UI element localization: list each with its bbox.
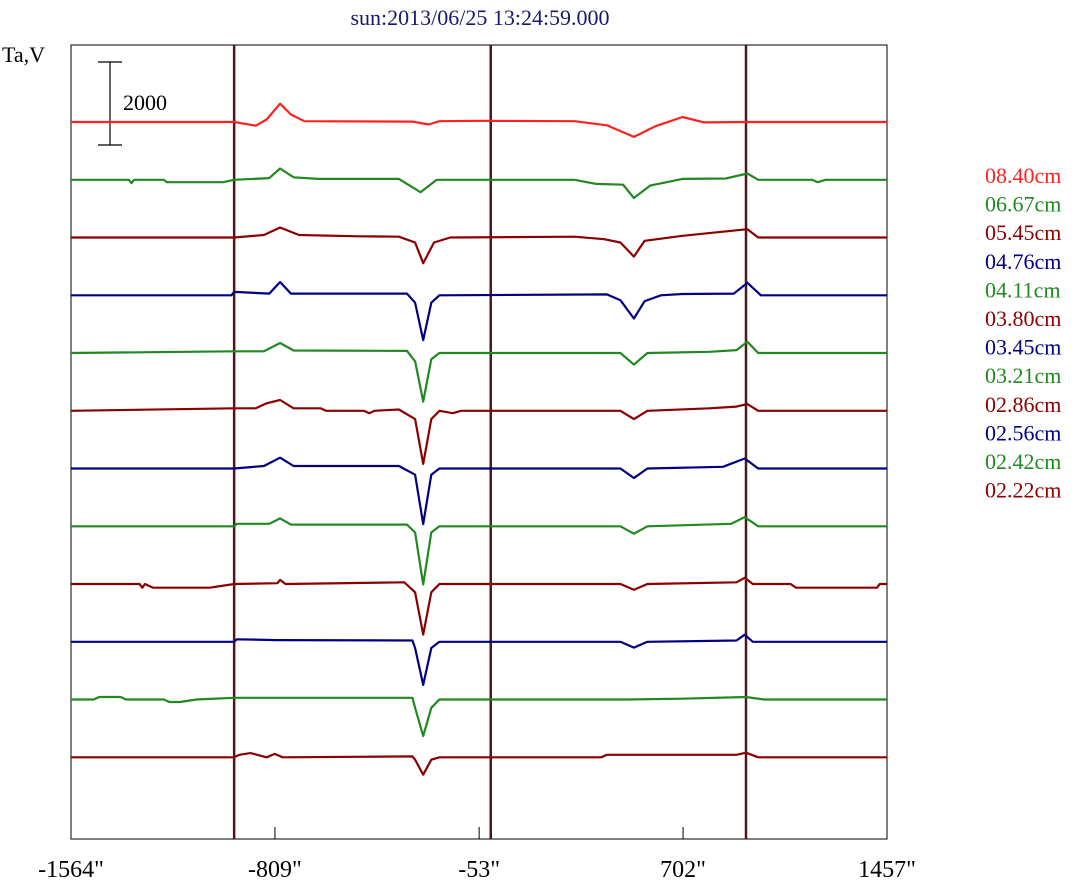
y-axis-label: Ta,V xyxy=(2,42,45,67)
series-line-03.80cm xyxy=(70,398,887,465)
series-line-03.45cm xyxy=(71,456,887,526)
plot-frame xyxy=(70,44,888,840)
series-line-03.21cm xyxy=(71,516,887,586)
x-tick-label-3: 702" xyxy=(660,857,706,883)
series-line-02.86cm xyxy=(71,576,887,636)
x-tick-label-4: 1457" xyxy=(858,857,916,883)
series-line-04.76cm xyxy=(71,280,887,342)
chart-title: sun:2013/06/25 13:24:59.000 xyxy=(350,5,609,30)
legend-item-02.22cm: 02.22cm xyxy=(985,478,1061,503)
vertical-markers xyxy=(232,45,748,839)
x-tick-label-1: -809" xyxy=(248,857,302,883)
legend-item-03.45cm: 03.45cm xyxy=(985,335,1061,360)
series-lines xyxy=(70,102,887,776)
series-line-02.42cm xyxy=(71,695,887,738)
series-line-05.45cm xyxy=(71,226,887,265)
x-tick-label-2: -53" xyxy=(458,857,500,883)
legend-item-02.86cm: 02.86cm xyxy=(985,392,1061,417)
legend: 08.40cm 06.67cm 05.45cm 04.76cm 04.11cm 03.80… xyxy=(985,163,1061,503)
x-axis-ticks: -1564" -809" -53" 702" 1457" xyxy=(38,827,916,883)
legend-item-06.67cm: 06.67cm xyxy=(985,192,1061,217)
series-line-02.56cm xyxy=(71,633,887,686)
legend-item-04.11cm: 04.11cm xyxy=(985,277,1061,302)
series-line-08.40cm xyxy=(71,102,887,138)
legend-item-08.40cm: 08.40cm xyxy=(985,163,1061,188)
legend-item-02.56cm: 02.56cm xyxy=(985,420,1061,445)
series-line-04.11cm xyxy=(70,340,887,403)
x-tick-label-0: -1564" xyxy=(38,857,104,883)
scale-bar: 2000 xyxy=(98,61,167,146)
legend-item-03.21cm: 03.21cm xyxy=(985,363,1061,388)
legend-item-05.45cm: 05.45cm xyxy=(985,220,1061,245)
legend-item-02.42cm: 02.42cm xyxy=(985,449,1061,474)
scale-bar-label: 2000 xyxy=(123,90,167,115)
legend-item-04.76cm: 04.76cm xyxy=(985,249,1061,274)
legend-item-03.80cm: 03.80cm xyxy=(985,306,1061,331)
series-line-06.67cm xyxy=(71,167,887,200)
series-line-02.22cm xyxy=(71,751,887,776)
